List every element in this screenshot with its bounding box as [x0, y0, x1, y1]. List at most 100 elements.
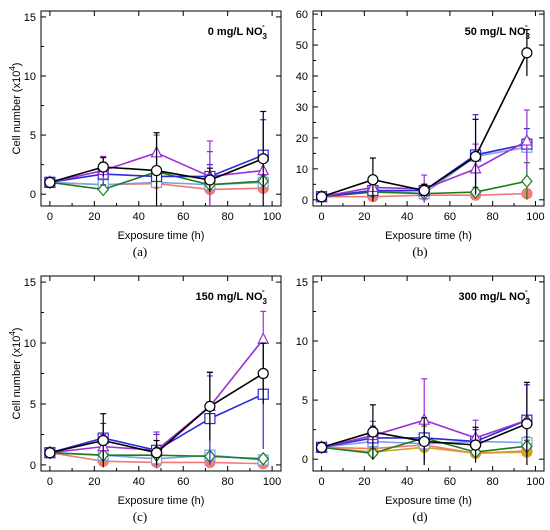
panel-title-subscript: 3: [526, 32, 531, 41]
y-tick-label: 10: [24, 71, 36, 83]
panel-title-subscript: 3: [263, 297, 268, 306]
panel-title: 50 mg/L NO3 -: [465, 21, 531, 41]
data-point: [150, 164, 163, 177]
y-tick-label: 40: [296, 71, 308, 83]
x-axis-title: Exposure time (h): [385, 230, 472, 242]
x-tick-label: 20: [88, 211, 100, 223]
data-layer: [315, 28, 533, 204]
data-layer: [315, 378, 533, 466]
y-tick-label: 15: [296, 277, 308, 289]
y-axis-title-exponent: 4: [8, 331, 17, 336]
panel-letter: (b): [412, 244, 427, 259]
x-tick-label: 20: [358, 211, 370, 223]
panel-title-main: 300 mg/L NO: [459, 291, 526, 303]
data-point: [367, 426, 379, 438]
y-axis-title-tail: ): [11, 328, 23, 332]
x-tick-label: 60: [444, 476, 456, 488]
data-point: [97, 434, 109, 447]
x-axis-title: Exposure time (h): [385, 495, 472, 507]
x-axis-title: Exposure time (h): [118, 230, 205, 242]
y-tick-label: 5: [302, 395, 308, 407]
y-axis-title: Cell number (x104): [8, 328, 23, 420]
panel-title-subscript: 3: [263, 32, 268, 41]
data-point: [418, 435, 430, 448]
series-black: [44, 342, 269, 468]
data-point: [521, 174, 533, 189]
y-tick-label: 10: [296, 336, 308, 348]
panel-a: 0 20 40 60 80 100 0 5 10 15 Exposure time (h) Cell …: [8, 10, 282, 259]
x-tick-label: 0: [47, 476, 53, 488]
data-point: [469, 439, 482, 451]
series-black: [315, 381, 533, 466]
y-tick-label: 5: [30, 130, 36, 142]
plot-frame: [312, 10, 545, 207]
panel-title-superscript: -: [262, 286, 265, 295]
x-tick-label: 40: [401, 476, 413, 488]
x-tick-label: 80: [222, 476, 234, 488]
panel-title: 150 mg/L NO3 -: [196, 286, 268, 306]
data-point: [521, 418, 533, 430]
y-tick-label: 20: [296, 133, 308, 145]
y-tick-label: 5: [30, 399, 36, 411]
x-tick-label: 40: [133, 476, 145, 488]
data-point: [97, 161, 109, 173]
panel-d: 0 20 40 60 80 100 0 5 10 15 Exposure time (h) 300 m…: [296, 275, 545, 524]
data-point: [204, 400, 216, 413]
x-tick-label: 100: [263, 211, 281, 223]
data-point: [257, 367, 269, 380]
panel-letter: (c): [133, 509, 147, 524]
y-tick-label: 30: [296, 102, 308, 114]
x-tick-label: 60: [444, 211, 456, 223]
x-tick-label: 0: [318, 211, 324, 223]
y-tick-label: 60: [296, 9, 308, 21]
x-tick-label: 100: [526, 476, 544, 488]
data-layer: [43, 310, 270, 470]
data-point: [257, 153, 269, 165]
data-point: [150, 447, 163, 459]
panel-title-main: 0 mg/L NO: [208, 26, 263, 38]
y-axis-title-tail: ): [11, 63, 23, 67]
x-tick-label: 100: [526, 211, 544, 223]
y-tick-label: 0: [30, 460, 36, 472]
panel-title-main: 150 mg/L NO: [196, 291, 263, 303]
panel-title-main: 50 mg/L NO: [465, 26, 526, 38]
y-tick-label: 50: [296, 40, 308, 52]
y-axis-title-main: Cell number (x10: [11, 336, 23, 420]
data-point: [44, 447, 56, 459]
plot-frame: [40, 275, 282, 472]
y-tick-label: 10: [296, 164, 308, 176]
panel-title-subscript: 3: [526, 297, 531, 306]
panel-b: 0 20 40 60 80 100 0 10 20 30 40 50 60 Exposure time (…: [296, 9, 545, 259]
y-tick-label: 0: [30, 189, 36, 201]
y-tick-label: 0: [302, 195, 308, 207]
y-axis-title-exponent: 4: [8, 66, 17, 71]
data-point: [418, 184, 430, 197]
x-tick-label: 0: [318, 476, 324, 488]
series-black: [315, 28, 533, 203]
data-point: [315, 441, 328, 453]
y-axis-title: Cell number (x104): [8, 63, 23, 155]
panel-letter: (a): [133, 244, 147, 259]
data-point: [521, 47, 533, 59]
x-tick-label: 60: [177, 211, 189, 223]
series-black: [44, 110, 269, 206]
x-tick-label: 100: [263, 476, 281, 488]
x-tick-label: 40: [133, 211, 145, 223]
x-tick-label: 0: [47, 211, 53, 223]
data-point: [257, 451, 270, 466]
data-point: [257, 332, 270, 344]
panel-title: 0 mg/L NO3 -: [208, 21, 268, 41]
x-axis-title: Exposure time (h): [118, 495, 205, 507]
x-tick-label: 80: [487, 211, 499, 223]
panel-letter: (d): [412, 509, 427, 524]
x-tick-label: 20: [358, 476, 370, 488]
x-tick-label: 40: [401, 211, 413, 223]
data-point: [44, 176, 56, 188]
data-point: [315, 191, 328, 203]
data-point: [520, 133, 533, 146]
panel-title-superscript: -: [525, 286, 528, 295]
y-tick-label: 15: [24, 277, 36, 289]
panel-title-superscript: -: [525, 21, 528, 30]
y-tick-label: 0: [302, 454, 308, 466]
